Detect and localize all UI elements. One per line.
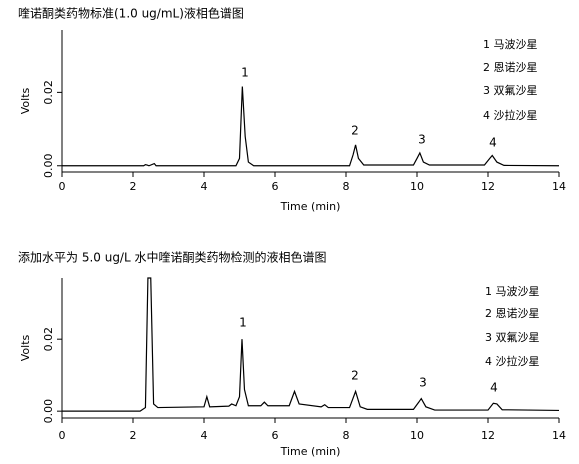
x-tick-label: 4 xyxy=(201,429,208,442)
peak-label: 4 xyxy=(489,136,497,150)
x-tick-label: 12 xyxy=(481,180,495,193)
legend-entry: 3 双氟沙星 xyxy=(485,331,540,344)
legend-entry: 1 马波沙星 xyxy=(483,38,538,51)
peak-label: 1 xyxy=(239,316,247,330)
x-tick-label: 10 xyxy=(410,429,424,442)
x-axis-label: Time (min) xyxy=(280,200,341,213)
x-tick-label: 14 xyxy=(552,180,566,193)
y-tick-label: 0.00 xyxy=(42,154,55,179)
x-tick-label: 4 xyxy=(201,180,208,193)
trace xyxy=(62,277,560,412)
x-tick-label: 0 xyxy=(59,429,66,442)
trace xyxy=(62,86,560,167)
peak-label: 2 xyxy=(351,369,359,383)
x-tick-label: 10 xyxy=(410,180,424,193)
chart-title: 添加水平为 5.0 ug/L 水中喹诺酮类药物检测的液相色谱图 xyxy=(18,250,326,265)
x-tick-label: 6 xyxy=(272,429,279,442)
legend-entry: 2 恩诺沙星 xyxy=(485,307,540,320)
y-tick-label: 0.00 xyxy=(42,399,55,424)
legend-entry: 4 沙拉沙星 xyxy=(483,108,538,122)
x-tick-label: 8 xyxy=(343,180,350,193)
x-axis-label: Time (min) xyxy=(280,445,341,458)
peak-label: 1 xyxy=(241,66,249,80)
peak-label: 3 xyxy=(418,133,426,147)
x-tick-label: 0 xyxy=(59,180,66,193)
peak-label: 2 xyxy=(351,124,359,138)
chart-title: 喹诺酮类药物标准(1.0 ug/mL)液相色谱图 xyxy=(18,6,244,21)
x-tick-label: 2 xyxy=(130,180,137,193)
legend-entry: 3 双氟沙星 xyxy=(483,84,538,97)
x-tick-label: 2 xyxy=(130,429,137,442)
legend-entry: 4 沙拉沙星 xyxy=(485,354,540,368)
x-tick-label: 8 xyxy=(343,429,350,442)
x-tick-label: 6 xyxy=(272,180,279,193)
legend-entry: 1 马波沙星 xyxy=(485,285,540,298)
y-tick-label: 0.02 xyxy=(42,327,55,352)
y-axis-label: Volts xyxy=(19,87,32,114)
y-tick-label: 0.02 xyxy=(42,80,55,105)
peak-label: 4 xyxy=(490,381,498,395)
x-tick-label: 14 xyxy=(552,429,566,442)
y-axis-label: Volts xyxy=(19,334,32,361)
peak-label: 3 xyxy=(419,376,427,390)
x-tick-label: 12 xyxy=(481,429,495,442)
legend-entry: 2 恩诺沙星 xyxy=(483,61,538,74)
